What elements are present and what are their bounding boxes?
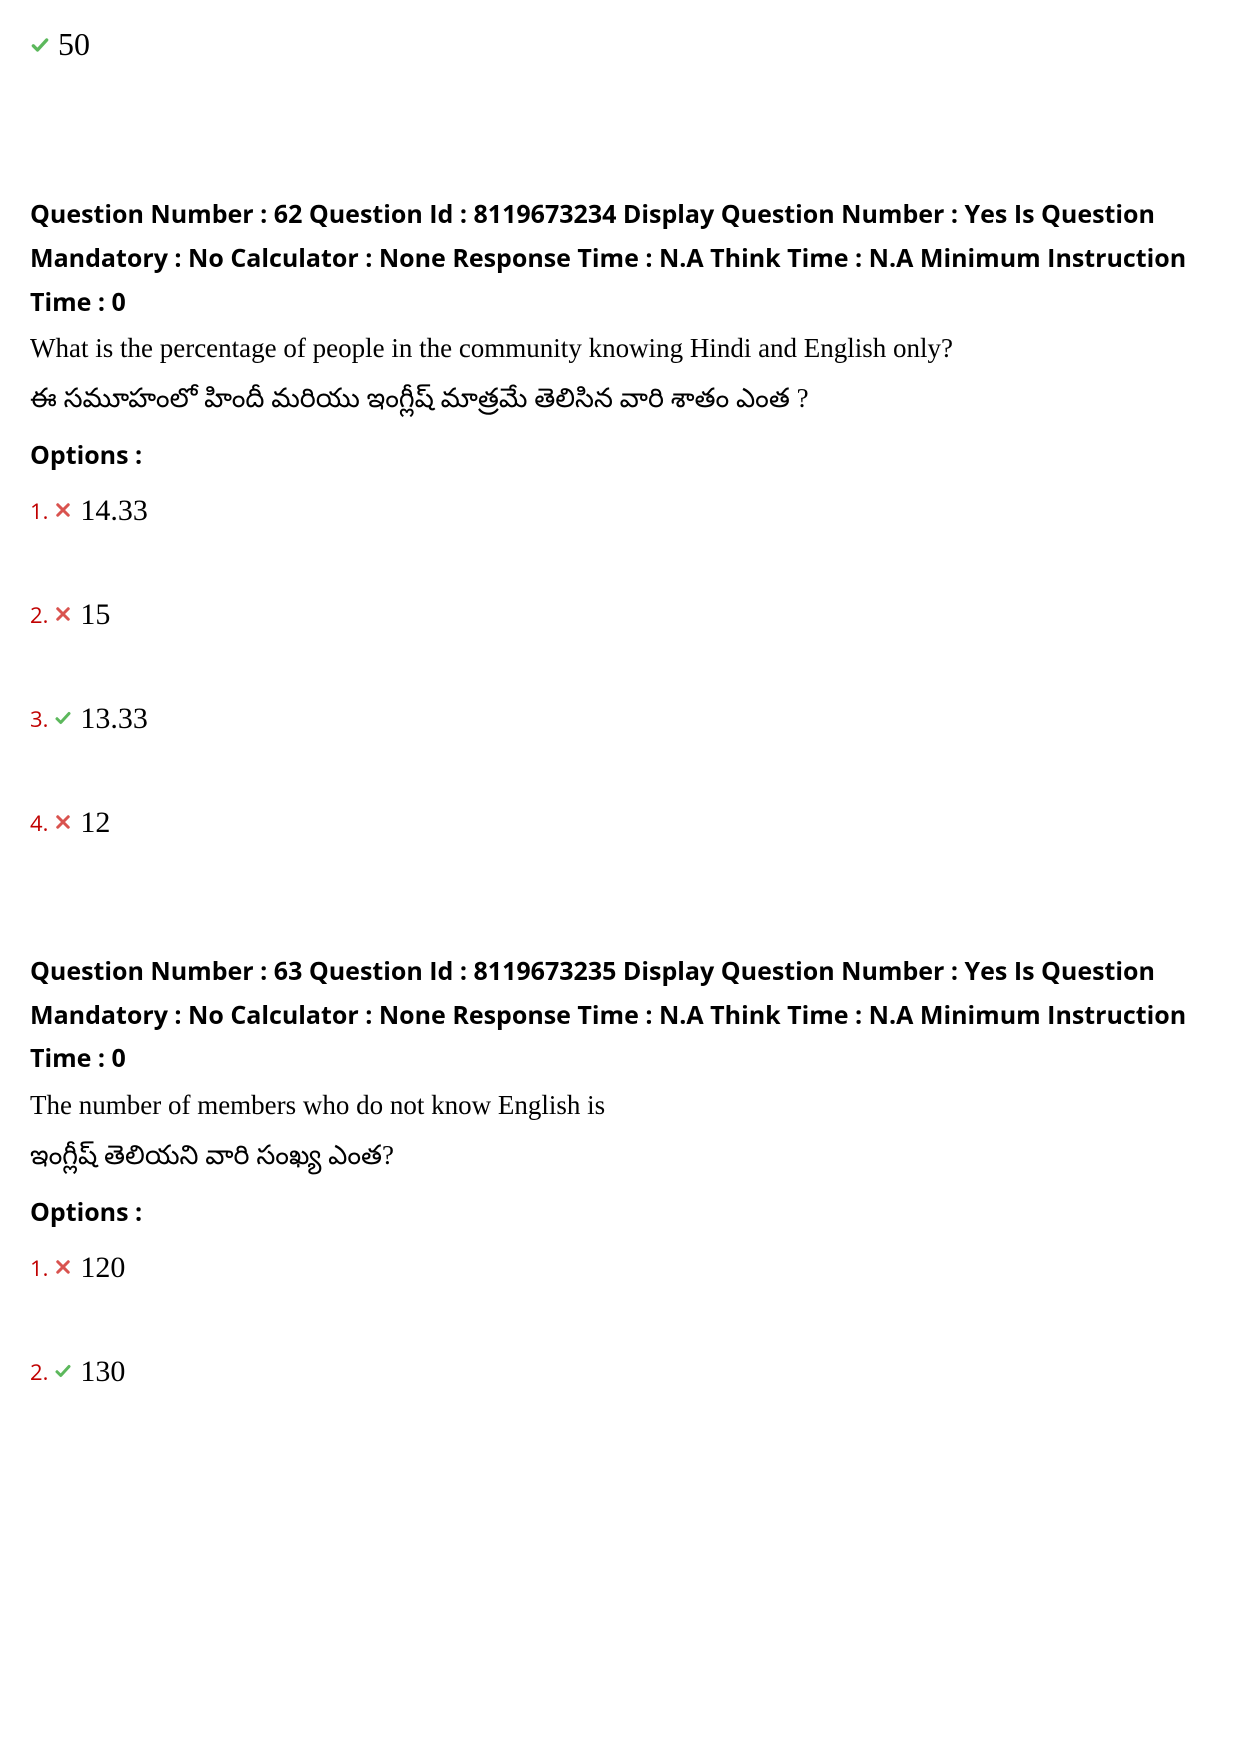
option-value: 130 (80, 1355, 125, 1389)
option-number: 1. (30, 496, 48, 528)
option-row: 1. 14.33 (30, 494, 1210, 528)
option-row: 4. 12 (30, 806, 1210, 840)
question-meta: Question Number : 63 Question Id : 81196… (30, 950, 1210, 1081)
cross-icon (54, 605, 74, 625)
option-number: 4. (30, 808, 48, 840)
question-block-63: Question Number : 63 Question Id : 81196… (30, 950, 1210, 1389)
option-value: 120 (80, 1251, 125, 1285)
option-number: 2. (30, 600, 48, 632)
option-value: 12 (80, 806, 110, 840)
option-number: 1. (30, 1253, 48, 1285)
question-text-te: ఈ సమూహంలో హిందీ మరియు ఇంగ్లీష్ మాత్రమే త… (30, 378, 1210, 420)
check-icon (54, 1362, 74, 1382)
cross-icon (54, 813, 74, 833)
option-row: 1. 120 (30, 1251, 1210, 1285)
cross-icon (54, 1258, 74, 1278)
cross-icon (54, 501, 74, 521)
question-text-en: What is the percentage of people in the … (30, 328, 1210, 370)
check-icon (30, 35, 50, 55)
option-value: 15 (80, 598, 110, 632)
option-value: 13.33 (80, 702, 148, 736)
page: 50 Question Number : 62 Question Id : 81… (0, 0, 1240, 1559)
option-row: 3. 13.33 (30, 702, 1210, 736)
check-icon (54, 709, 74, 729)
option-value: 14.33 (80, 494, 148, 528)
option-row: 2. 15 (30, 598, 1210, 632)
question-text-en: The number of members who do not know En… (30, 1085, 1210, 1127)
option-number: 2. (30, 1357, 48, 1389)
options-label: Options : (30, 438, 1210, 472)
previous-answer-row: 50 (30, 26, 1210, 63)
question-meta: Question Number : 62 Question Id : 81196… (30, 193, 1210, 324)
option-number: 3. (30, 704, 48, 736)
option-row: 2. 130 (30, 1355, 1210, 1389)
options-label: Options : (30, 1195, 1210, 1229)
previous-answer-value: 50 (58, 26, 90, 63)
question-block-62: Question Number : 62 Question Id : 81196… (30, 193, 1210, 840)
question-text-te: ఇంగ్లీష్ తెలియని వారి సంఖ్య ఎంత? (30, 1135, 1210, 1177)
